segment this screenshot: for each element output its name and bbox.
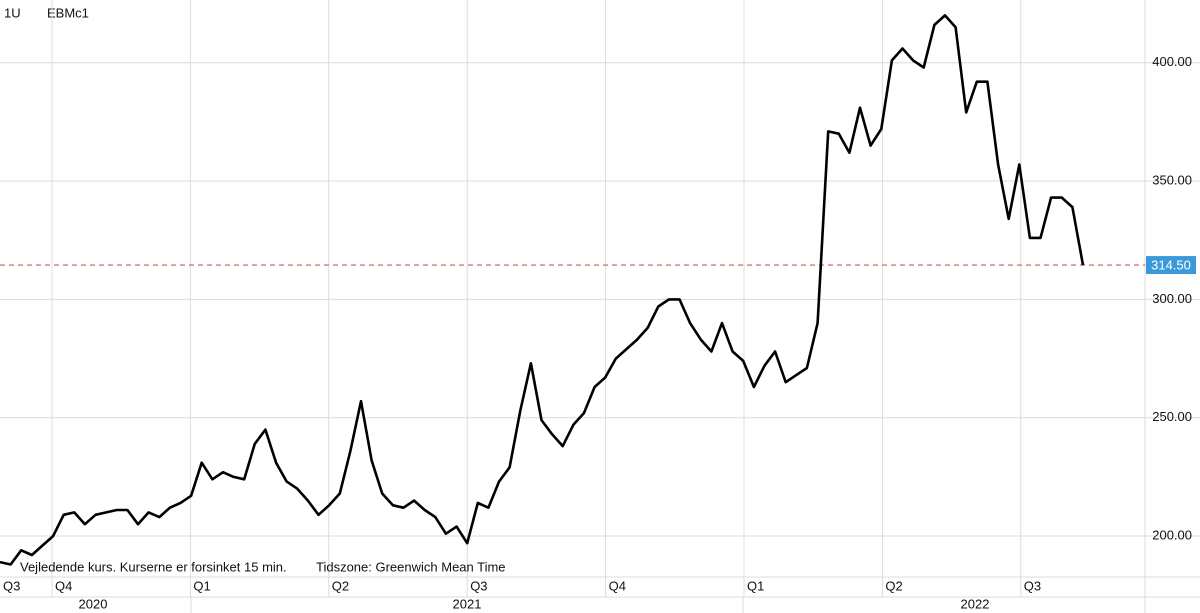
y-tick-label: 400.00 bbox=[1152, 54, 1192, 69]
x-tick-label: Q2 bbox=[332, 578, 349, 593]
price-line bbox=[0, 14, 1085, 566]
x-tick-label: Q3 bbox=[1024, 578, 1041, 593]
year-label: 2021 bbox=[453, 596, 482, 611]
x-tick-label: Q3 bbox=[470, 578, 487, 593]
x-tick-label: Q1 bbox=[193, 578, 210, 593]
footnote: Vejledende kurs. Kurserne er forsinket 1… bbox=[20, 559, 287, 574]
y-tick-label: 250.00 bbox=[1152, 409, 1192, 424]
x-tick-label: Q4 bbox=[609, 578, 626, 593]
year-label: 2020 bbox=[79, 596, 108, 611]
y-tick-label: 200.00 bbox=[1152, 527, 1192, 542]
ticker-prefix: 1U bbox=[4, 5, 21, 20]
year-label: 2022 bbox=[961, 596, 990, 611]
x-tick-label: Q4 bbox=[55, 578, 72, 593]
y-tick-label: 350.00 bbox=[1152, 172, 1192, 187]
y-tick-label: 300.00 bbox=[1152, 291, 1192, 306]
x-tick-label: Q3 bbox=[3, 578, 20, 593]
timezone-note: Tidszone: Greenwich Mean Time bbox=[316, 559, 506, 574]
chart-title: EBMc1 bbox=[47, 5, 89, 20]
x-tick-label: Q1 bbox=[747, 578, 764, 593]
last-price-box bbox=[1146, 256, 1196, 275]
x-tick-label: Q2 bbox=[885, 578, 902, 593]
last-price-label: 314.50 bbox=[1151, 258, 1191, 273]
